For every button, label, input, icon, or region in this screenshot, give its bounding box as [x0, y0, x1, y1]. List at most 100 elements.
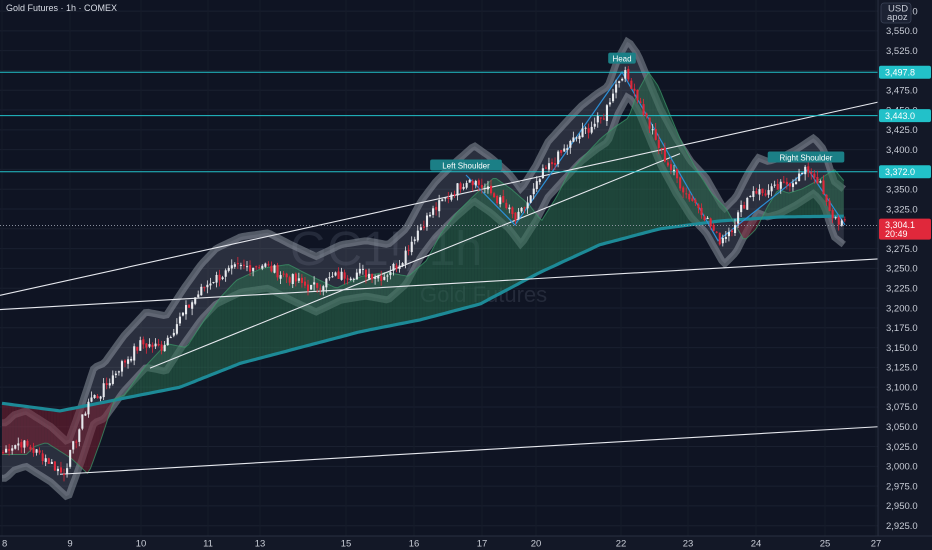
current-price-tag: 3,304.120:49 — [879, 218, 931, 240]
candle-body — [679, 177, 682, 189]
ma-cloud-segment — [200, 321, 204, 380]
candle-body — [87, 401, 90, 415]
candle-body — [334, 272, 337, 276]
candle-body — [712, 224, 715, 231]
ma-cloud-segment — [93, 403, 97, 461]
y-tick-label: 3,000.0 — [886, 462, 918, 473]
candle-body — [209, 283, 212, 286]
candle-body — [825, 194, 828, 202]
currency-box[interactable] — [880, 2, 912, 24]
ma-cloud-segment — [258, 268, 262, 359]
ma-cloud-segment — [441, 229, 445, 315]
candle-body — [78, 429, 81, 442]
ma-cloud-segment — [38, 408, 42, 446]
candle-body — [203, 286, 206, 288]
y-tick-label: 2,925.0 — [886, 521, 918, 532]
ma-cloud-segment — [252, 271, 256, 361]
candle-body — [429, 214, 432, 217]
candle-body — [493, 193, 496, 198]
candle-body — [828, 200, 831, 212]
ma-cloud-segment — [578, 158, 582, 255]
candle-body — [795, 182, 798, 185]
candle-body — [529, 195, 532, 203]
time-scale[interactable]: 8 9 10 11 13 15 16 17 20 22 23 24 25 27 — [0, 535, 932, 550]
ma-cloud-segment — [633, 95, 637, 236]
candle-body — [23, 440, 26, 448]
candle-body — [120, 361, 124, 372]
ma-cloud-segment — [303, 272, 307, 347]
y-tick-label: 3,125.0 — [886, 363, 918, 374]
candle-body — [50, 461, 53, 464]
candle-body — [5, 448, 8, 453]
candle-body — [93, 394, 96, 398]
y-tick-label: 3,025.0 — [886, 442, 918, 453]
ma-cloud-segment — [169, 344, 173, 390]
ma-cloud-segment — [127, 387, 131, 398]
ma-cloud-segment — [785, 192, 789, 217]
y-tick-label: 3,400.0 — [886, 145, 918, 156]
candle-body — [258, 267, 261, 269]
ma-cloud-segment — [523, 199, 527, 282]
ma-cloud-segment — [300, 270, 304, 348]
candle-body — [618, 81, 621, 83]
candle-body — [105, 383, 108, 386]
y-tick-label: 2,975.0 — [886, 481, 918, 492]
ma-cloud-segment — [47, 409, 51, 446]
ma-cloud-segment — [764, 206, 768, 218]
ma-cloud-segment — [416, 266, 420, 321]
candle-body — [32, 448, 35, 453]
ma-cloud-segment — [32, 407, 36, 449]
candle-body — [276, 265, 279, 278]
candle-body — [669, 164, 673, 171]
y-tick-label: 3,525.0 — [886, 46, 918, 57]
candle-body — [404, 250, 407, 264]
candle-body — [35, 449, 38, 453]
level-price-tags: 3,497.8 3,443.0 3,372.0 — [879, 65, 931, 179]
ma-cloud-segment — [349, 280, 353, 335]
candle-body — [139, 340, 142, 351]
candle-body — [642, 104, 645, 115]
ma-cloud-segment — [813, 181, 817, 217]
ma-cloud-segment — [615, 124, 619, 241]
ma-cloud-segment — [413, 268, 417, 322]
candle-body — [557, 151, 560, 164]
candle-body — [813, 173, 816, 178]
candle-body — [483, 188, 486, 190]
candle-body — [14, 445, 17, 449]
candle-body — [270, 265, 273, 272]
candle-body — [770, 186, 773, 192]
candle-body — [740, 204, 743, 213]
ma-cloud-segment — [310, 275, 314, 345]
candle-body — [538, 179, 541, 183]
price-scale[interactable]: 3,575.03,550.03,525.03,500.03,475.03,450… — [877, 0, 932, 536]
candle-body — [307, 284, 310, 291]
ma-cloud-segment — [654, 81, 658, 231]
ma-cloud-segment — [157, 349, 161, 392]
ma-cloud-segment — [41, 408, 45, 445]
candle-body — [233, 264, 236, 267]
ma-cloud-segment — [551, 200, 555, 268]
ma-cloud-segment — [541, 215, 545, 272]
candle-body — [593, 123, 596, 127]
candle-body — [313, 282, 316, 285]
x-tick-label: 20 — [531, 539, 542, 550]
ma-cloud-segment — [831, 169, 835, 217]
candle-body — [154, 343, 157, 347]
ma-cloud-segment — [56, 410, 60, 452]
ma-cloud-segment — [194, 330, 198, 382]
candle-body — [212, 282, 215, 284]
candle-body — [782, 181, 785, 183]
ma-cloud-segment — [218, 295, 222, 372]
ma-cloud-segment — [392, 273, 396, 326]
y-tick-label: 3,550.0 — [886, 26, 918, 37]
candle-body — [349, 278, 352, 281]
candle-body — [633, 88, 636, 91]
ma-cloud-segment — [642, 77, 646, 234]
candle-body — [127, 359, 130, 364]
candle-body — [352, 278, 355, 280]
ma-cloud-segment — [438, 233, 442, 316]
price-level-label: 3,497.8 — [885, 67, 915, 77]
ma-cloud-segment — [630, 104, 634, 237]
